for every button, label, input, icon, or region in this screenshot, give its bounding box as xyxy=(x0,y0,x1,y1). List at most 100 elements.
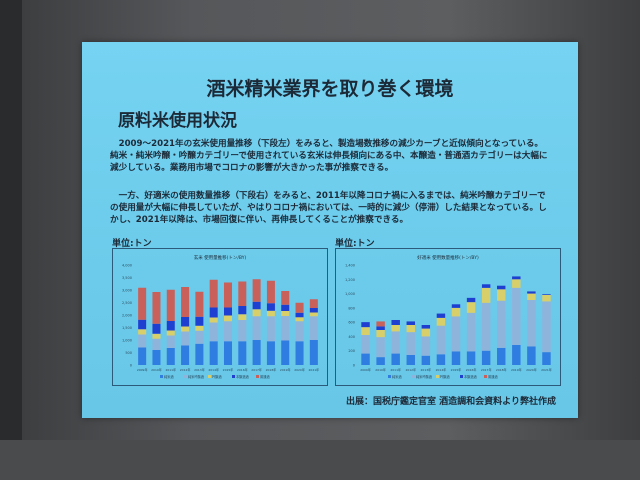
bar-segment-3 xyxy=(309,312,318,317)
bar-segment-3 xyxy=(252,309,261,317)
bar-segment-2 xyxy=(481,302,491,351)
legend-label: 普通酒 xyxy=(488,374,498,379)
bar-segment-1 xyxy=(309,340,318,365)
legend-swatch xyxy=(208,375,211,378)
legend-swatch xyxy=(184,375,187,378)
bar-segment-2 xyxy=(223,321,233,342)
legend-swatch xyxy=(460,375,463,378)
bar-segment-3 xyxy=(376,330,385,338)
x-tick-label: 2013年 xyxy=(194,367,205,372)
bar-segment-1 xyxy=(166,348,175,365)
bar-segment-4 xyxy=(309,308,318,313)
bar-segment-1 xyxy=(497,347,506,365)
x-tick-label: 2017年 xyxy=(251,367,262,372)
y-tick-label: 4,000 xyxy=(122,264,132,268)
bar-segment-2 xyxy=(391,331,400,354)
bar-segment-4 xyxy=(166,321,175,331)
y-tick-label: 800 xyxy=(348,306,355,310)
bar-segment-3 xyxy=(138,329,147,335)
x-tick-label: 2016年 xyxy=(466,367,477,372)
bar-segment-2 xyxy=(542,301,551,353)
legend-swatch xyxy=(256,375,259,378)
bar-segment-4 xyxy=(527,291,536,294)
x-tick-label: 2013年 xyxy=(421,367,432,372)
bar-segment-2 xyxy=(152,338,161,350)
y-tick-label: 1,000 xyxy=(122,339,132,343)
bar-segment-2 xyxy=(181,331,190,346)
bar-segment-4 xyxy=(406,321,415,325)
bar-segment-5 xyxy=(209,279,218,308)
bar-segment-1 xyxy=(406,355,415,365)
x-tick-label: 2021年 xyxy=(541,367,552,372)
bar-segment-2 xyxy=(138,334,147,348)
x-tick-label: 2009年 xyxy=(137,367,148,372)
chart-title: 玄米 使用量推移(トン/BY) xyxy=(194,254,247,261)
x-tick-label: 2011年 xyxy=(165,367,176,372)
bar-segment-3 xyxy=(181,326,190,332)
x-tick-label: 2011年 xyxy=(390,367,401,372)
bar-segment-1 xyxy=(195,343,204,365)
legend-swatch xyxy=(160,375,163,378)
x-tick-label: 2010年 xyxy=(151,367,162,372)
bar-segment-4 xyxy=(497,285,506,290)
y-tick-label: 1,200 xyxy=(345,278,355,282)
bar-segment-4 xyxy=(542,294,551,295)
source-note: 出展：国税庁鑑定官室 酒造調和会資料より弊社作成 xyxy=(346,397,556,407)
legend-swatch xyxy=(412,375,415,378)
bar-segment-4 xyxy=(138,319,147,330)
bar-segment-1 xyxy=(527,346,536,365)
bar-segment-5 xyxy=(376,321,385,327)
bar-segment-2 xyxy=(406,332,415,355)
unit-label-left: 単位:トン xyxy=(112,239,152,249)
bar-segment-4 xyxy=(266,303,275,311)
bar-segment-1 xyxy=(138,347,147,365)
bar-segment-1 xyxy=(466,351,476,365)
bar-segment-5 xyxy=(195,291,204,317)
x-tick-label: 2014年 xyxy=(436,367,447,372)
slide-subtitle: 原料米使用状況 xyxy=(118,111,237,131)
bar-segment-1 xyxy=(391,353,400,365)
bar-segment-2 xyxy=(497,300,506,348)
paragraph-brown-rice: 2009～2021年の玄米使用量推移（下段左）をみると、製造場数推移の減少カーブ… xyxy=(110,139,548,173)
y-tick-label: 0 xyxy=(130,364,132,368)
legend-label: 純米酒 xyxy=(164,374,174,379)
bar-segment-5 xyxy=(152,292,161,324)
y-tick-label: 1,500 xyxy=(122,326,132,330)
bar-segment-3 xyxy=(512,279,521,288)
bar-segment-2 xyxy=(436,325,446,355)
bar-segment-4 xyxy=(436,313,446,318)
x-tick-label: 2019年 xyxy=(511,367,522,372)
bar-segment-3 xyxy=(527,293,536,300)
bar-segment-2 xyxy=(451,316,461,352)
bar-segment-4 xyxy=(481,284,491,288)
bar-segment-4 xyxy=(181,317,190,327)
bar-segment-2 xyxy=(295,321,304,342)
bar-segment-2 xyxy=(512,287,521,345)
bar-segment-4 xyxy=(512,276,521,280)
y-tick-label: 200 xyxy=(348,349,355,353)
bar-segment-4 xyxy=(281,304,290,311)
y-tick-label: 0 xyxy=(353,364,355,368)
bar-segment-5 xyxy=(166,289,175,321)
bar-segment-4 xyxy=(466,297,476,303)
brown-rice-chart-svg: 玄米 使用量推移(トン/BY) 0 500 1,000 1,500 2,000 2,500 3… xyxy=(122,254,319,379)
bar-segment-1 xyxy=(376,357,385,365)
y-tick-label: 2,000 xyxy=(122,314,132,318)
x-tick-label: 2018年 xyxy=(266,367,277,372)
bar-segment-1 xyxy=(252,340,261,365)
legend-swatch xyxy=(484,375,487,378)
bar-segment-1 xyxy=(421,355,431,365)
y-tick-label: 400 xyxy=(348,335,355,339)
bar-segment-4 xyxy=(421,325,431,329)
bar-segment-1 xyxy=(223,341,233,365)
y-tick-label: 1,400 xyxy=(345,264,355,268)
x-tick-label: 2015年 xyxy=(223,367,234,372)
bar-segment-3 xyxy=(266,310,275,317)
y-tick-label: 600 xyxy=(348,321,355,325)
bar-segment-1 xyxy=(542,352,551,365)
bar-segment-1 xyxy=(295,341,304,365)
legend-label: 純米酒 xyxy=(392,374,402,379)
bar-segment-3 xyxy=(152,333,161,339)
bar-segment-3 xyxy=(238,314,247,320)
bar-segment-3 xyxy=(406,325,415,333)
